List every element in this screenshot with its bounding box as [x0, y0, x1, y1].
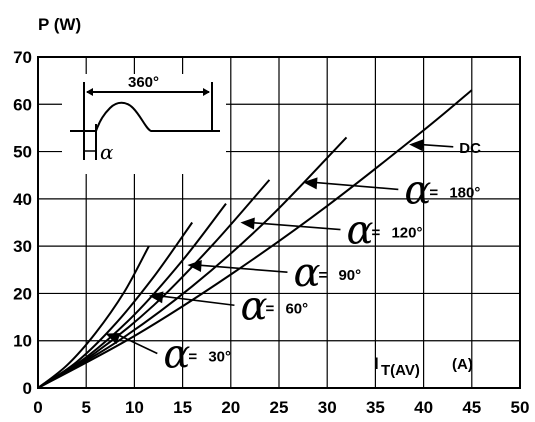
annotation-label: DC	[459, 140, 481, 157]
x-tick-label: 50	[511, 398, 530, 417]
y-tick-label: 10	[13, 332, 32, 351]
y-axis-title: P (W)	[38, 15, 81, 34]
annotation-alpha-symbol: α	[163, 331, 190, 377]
annotation-equals: =	[318, 267, 327, 284]
annotation-alpha-symbol: α	[346, 208, 373, 254]
annotation-5: DC	[409, 139, 481, 157]
annotation-leader	[197, 264, 288, 273]
series-lines	[37, 89, 473, 389]
grid-lines	[38, 57, 520, 388]
annotation-alpha-symbol: α	[404, 167, 431, 213]
annotation-arrowhead	[105, 333, 121, 345]
x-tick-label: 30	[318, 398, 337, 417]
x-tick-label: 10	[125, 398, 144, 417]
y-tick-label: 0	[23, 379, 32, 398]
annotation-0: α= 30°	[105, 331, 231, 377]
x-tick-label: 15	[173, 398, 192, 417]
annotations: α= 30°α= 60°α= 90°α= 120°α= 180°DC	[105, 139, 481, 377]
x-axis-title-sub: T(AV)	[381, 362, 420, 379]
annotation-alpha-symbol: α	[240, 283, 267, 329]
annotation-arrowhead	[303, 177, 318, 190]
annotation-equals: =	[188, 348, 197, 365]
annotation-leader	[419, 143, 454, 148]
x-tick-label: 0	[33, 398, 42, 417]
inset-period-arrowhead-left	[86, 88, 93, 96]
x-tick-label: 5	[81, 398, 90, 417]
plot-border	[37, 56, 521, 389]
annotation-label: 30°	[208, 348, 231, 365]
x-axis-title: I T(AV) (A)	[374, 354, 473, 379]
x-tick-label: 45	[462, 398, 481, 417]
annotation-leader	[115, 332, 158, 355]
series-line-0	[37, 245, 150, 389]
annotation-leader	[158, 294, 235, 307]
y-tick-label: 20	[13, 284, 32, 303]
annotation-equals: =	[371, 225, 380, 242]
x-tick-label: 40	[414, 398, 433, 417]
x-tick-label: 20	[221, 398, 240, 417]
annotation-equals: =	[265, 300, 274, 317]
x-axis-title-main: I	[374, 354, 379, 373]
annotation-label: 120°	[391, 225, 422, 242]
annotation-label: 90°	[338, 267, 361, 284]
x-axis-title-unit: (A)	[452, 356, 473, 373]
annotation-leader	[313, 181, 399, 191]
inset-waveform	[70, 101, 220, 132]
y-tick-labels: 0 10 20 30 40 50 60 70	[13, 48, 32, 398]
inset-period-label: 360°	[128, 74, 159, 91]
annotation-alpha-symbol: α	[293, 250, 320, 296]
inset-angle-symbol: α	[100, 140, 114, 164]
annotation-arrowhead	[148, 291, 164, 304]
y-tick-label: 70	[13, 48, 32, 67]
inset-period-arrowhead-right	[203, 88, 210, 96]
y-tick-label: 30	[13, 237, 32, 256]
annotation-equals: =	[429, 184, 438, 201]
x-tick-label: 25	[270, 398, 289, 417]
series-line-3	[37, 179, 271, 389]
y-tick-label: 40	[13, 190, 32, 209]
series-line-4	[37, 136, 348, 389]
annotation-arrowhead	[187, 260, 202, 273]
annotation-arrowhead	[240, 217, 255, 230]
annotation-label: 180°	[449, 184, 480, 201]
x-tick-labels: 0 5 10 15 20 25 30 35 40 45 50	[33, 398, 529, 417]
annotation-3: α= 120°	[240, 208, 423, 254]
annotation-label: 60°	[285, 300, 308, 317]
y-tick-label: 60	[13, 95, 32, 114]
waveform-inset: 360° α	[62, 74, 226, 174]
y-tick-label: 50	[13, 143, 32, 162]
annotation-arrowhead	[409, 139, 424, 152]
annotation-1: α= 60°	[148, 283, 308, 329]
plot-frame	[37, 56, 521, 389]
series-line-5	[37, 89, 473, 389]
x-tick-label: 35	[366, 398, 385, 417]
annotation-leader	[250, 221, 341, 231]
annotation-4: α= 180°	[303, 167, 480, 213]
annotation-2: α= 90°	[187, 250, 361, 296]
